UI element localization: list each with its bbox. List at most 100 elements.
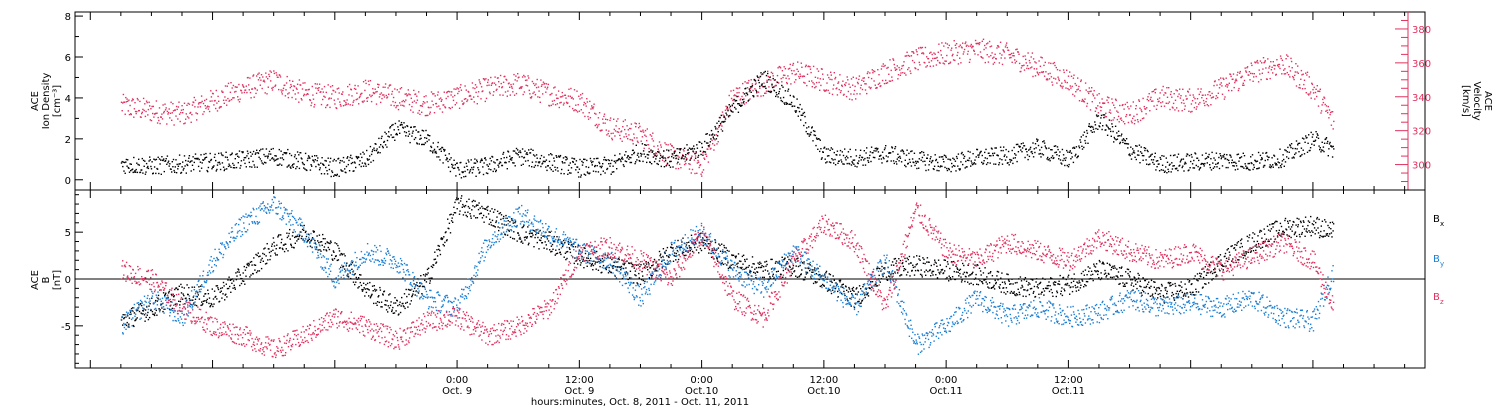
data-point xyxy=(830,147,832,149)
data-point xyxy=(534,94,537,96)
data-point xyxy=(366,149,368,152)
data-point xyxy=(1216,96,1219,99)
data-point xyxy=(1184,161,1186,164)
data-point xyxy=(608,135,611,137)
data-point xyxy=(329,161,331,163)
data-point xyxy=(693,159,696,161)
data-point xyxy=(1001,63,1004,66)
data-point xyxy=(579,98,581,100)
data-point xyxy=(220,106,222,108)
data-point xyxy=(1166,172,1168,174)
data-point xyxy=(592,106,595,108)
data-point xyxy=(199,285,202,287)
data-point xyxy=(262,260,264,262)
data-point xyxy=(217,287,219,289)
data-point xyxy=(627,129,629,131)
data-point xyxy=(1084,142,1087,144)
data-point xyxy=(437,141,439,144)
data-point xyxy=(159,122,161,125)
data-point xyxy=(1143,147,1145,149)
data-point xyxy=(749,87,752,90)
data-point xyxy=(1321,104,1323,106)
data-point xyxy=(236,271,239,273)
data-point xyxy=(1319,88,1321,90)
data-point xyxy=(468,207,471,209)
data-point xyxy=(1145,159,1147,161)
data-point xyxy=(1316,95,1318,98)
data-point xyxy=(312,230,314,232)
data-point xyxy=(1195,164,1197,167)
data-point xyxy=(760,72,762,74)
data-point xyxy=(581,92,584,95)
data-point xyxy=(972,45,974,48)
data-point xyxy=(150,165,152,168)
data-point xyxy=(306,169,308,172)
data-point xyxy=(1196,98,1199,100)
data-point xyxy=(675,157,677,160)
data-point xyxy=(1268,65,1271,67)
data-point xyxy=(553,99,556,102)
data-point xyxy=(304,89,307,91)
data-point xyxy=(1266,155,1268,157)
data-point xyxy=(566,250,569,253)
data-point xyxy=(803,75,806,77)
data-point xyxy=(130,163,132,165)
data-point xyxy=(1277,161,1279,163)
data-point xyxy=(836,150,839,152)
data-point xyxy=(186,116,189,118)
data-point xyxy=(852,162,854,164)
data-point xyxy=(302,163,304,165)
top-right-axis-units: [km/s] xyxy=(1460,85,1471,117)
data-point xyxy=(737,111,740,113)
data-point xyxy=(500,218,502,221)
data-point xyxy=(463,98,466,100)
data-point xyxy=(642,160,644,163)
data-point xyxy=(894,67,896,69)
data-point xyxy=(304,82,306,84)
data-point xyxy=(1219,83,1221,86)
data-point xyxy=(819,78,821,80)
data-point xyxy=(672,157,675,159)
data-point xyxy=(1028,149,1030,151)
data-point xyxy=(1235,165,1238,167)
data-point xyxy=(1010,52,1013,55)
data-point xyxy=(1010,159,1013,162)
data-point xyxy=(765,92,767,94)
data-point xyxy=(959,169,961,171)
data-point xyxy=(267,259,269,261)
data-point xyxy=(1194,98,1196,100)
data-point xyxy=(290,243,292,245)
data-point xyxy=(652,264,654,267)
data-point xyxy=(1140,146,1142,148)
data-point xyxy=(1261,158,1263,160)
data-point xyxy=(674,151,676,153)
data-point xyxy=(338,92,340,94)
data-point xyxy=(984,157,986,159)
data-point xyxy=(559,154,562,157)
data-point xyxy=(395,133,397,136)
data-point xyxy=(696,144,698,146)
data-point xyxy=(1251,154,1254,156)
data-point xyxy=(1029,62,1031,64)
data-point xyxy=(282,158,285,161)
data-point xyxy=(510,157,512,159)
data-point xyxy=(713,138,715,140)
data-point xyxy=(301,228,304,231)
data-point xyxy=(1160,102,1162,104)
data-point xyxy=(183,167,185,170)
data-point xyxy=(394,297,396,299)
data-point xyxy=(1285,149,1287,152)
data-point xyxy=(1188,110,1190,112)
data-point xyxy=(585,259,587,262)
data-point xyxy=(157,156,159,158)
data-point xyxy=(271,245,273,247)
data-point xyxy=(540,239,542,242)
data-point xyxy=(403,122,405,124)
data-point xyxy=(432,142,434,144)
data-point xyxy=(663,160,666,163)
data-point xyxy=(219,163,221,165)
data-point xyxy=(473,215,475,217)
data-point xyxy=(351,104,354,106)
data-point xyxy=(279,157,282,159)
data-point xyxy=(1333,148,1335,150)
